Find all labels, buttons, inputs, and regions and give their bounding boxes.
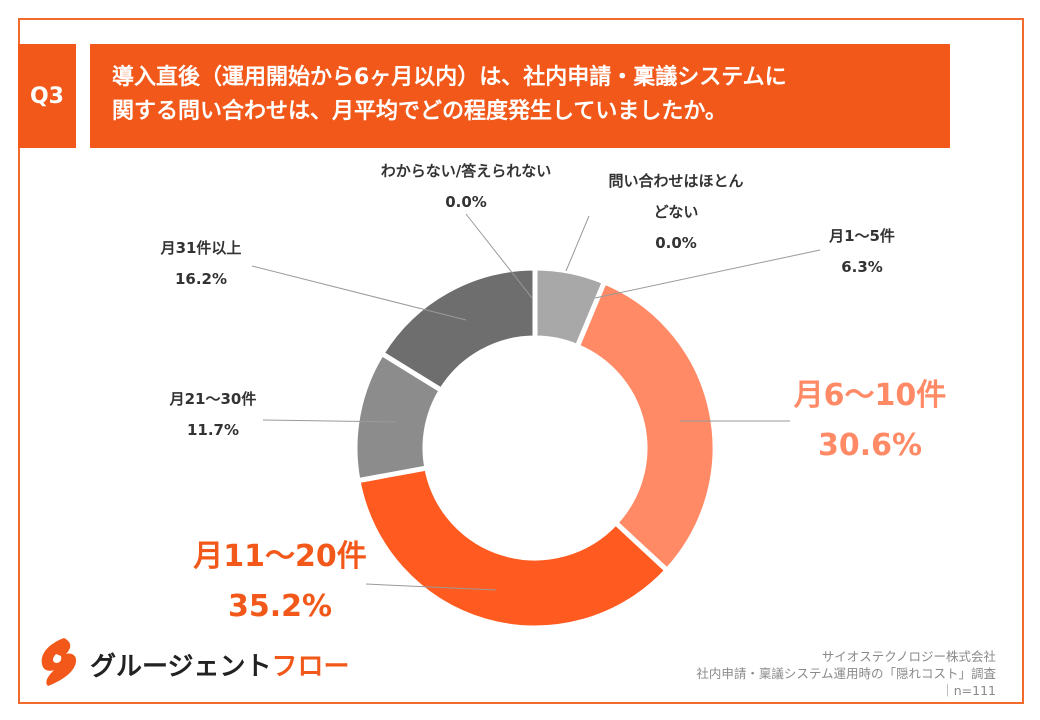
data-label-value-5: 11.7% — [187, 421, 239, 439]
question-header: 導入直後（運用開始から6ヶ月以内）は、社内申請・稟議システムに 関する問い合わせ… — [90, 44, 950, 148]
leader-line-1 — [565, 215, 590, 272]
brand-name-accent: フロー — [271, 652, 350, 682]
source-survey: 社内申請・稟議システム運用時の「隠れコスト」調査 — [696, 666, 996, 681]
leader-line-4 — [365, 583, 497, 591]
data-label-value-7: 0.0% — [445, 193, 487, 211]
source-note: サイオステクノロジー株式会社 社内申請・稟議システム運用時の「隠れコスト」調査 … — [696, 648, 996, 699]
donut-slice-4 — [355, 465, 671, 631]
question-text-line-1: 導入直後（運用開始から6ヶ月以内）は、社内申請・稟議システムに — [112, 65, 787, 90]
brand-name: グルージェントフロー — [90, 646, 350, 683]
content-frame — [18, 18, 1024, 704]
brand-name-main: グルージェント — [90, 652, 272, 682]
brand-logo: グルージェントフロー — [34, 636, 354, 692]
data-label-category-2: 月1〜5件 — [828, 227, 895, 245]
data-label-value-4: 35.2% — [228, 589, 332, 624]
question-text-line-2: 関する問い合わせは、月平均でどの程度発生していましたか。 — [112, 99, 727, 124]
data-label-category-7: わからない/答えられない — [381, 162, 551, 180]
donut-slice-6 — [378, 265, 538, 394]
data-label-value-3: 30.6% — [818, 428, 922, 463]
data-label-value-2: 6.3% — [841, 258, 883, 276]
leader-line-5 — [262, 419, 397, 423]
data-label-category-1: どない — [654, 203, 699, 221]
data-label-category-3: 月6〜10件 — [794, 378, 947, 413]
source-company: サイオステクノロジー株式会社 — [821, 649, 996, 664]
data-label-value-1: 0.0% — [655, 234, 697, 252]
flame-logo-icon — [41, 638, 77, 686]
leader-line-6 — [251, 265, 467, 321]
data-label-category-5: 月21〜30件 — [169, 390, 257, 408]
question-number-badge: Q3 — [18, 44, 76, 148]
data-label-category-6: 月31件以上 — [160, 239, 242, 257]
leader-line-2 — [594, 249, 821, 299]
donut-slice-3 — [574, 278, 718, 574]
sample-size: ｜n=111 — [941, 683, 996, 698]
question-number: Q3 — [29, 83, 64, 109]
data-label-value-6: 16.2% — [175, 270, 227, 288]
data-label-category-1: 問い合わせはほとん — [608, 172, 743, 190]
leader-line-7 — [465, 213, 533, 299]
data-label-category-4: 月11〜20件 — [193, 539, 367, 574]
